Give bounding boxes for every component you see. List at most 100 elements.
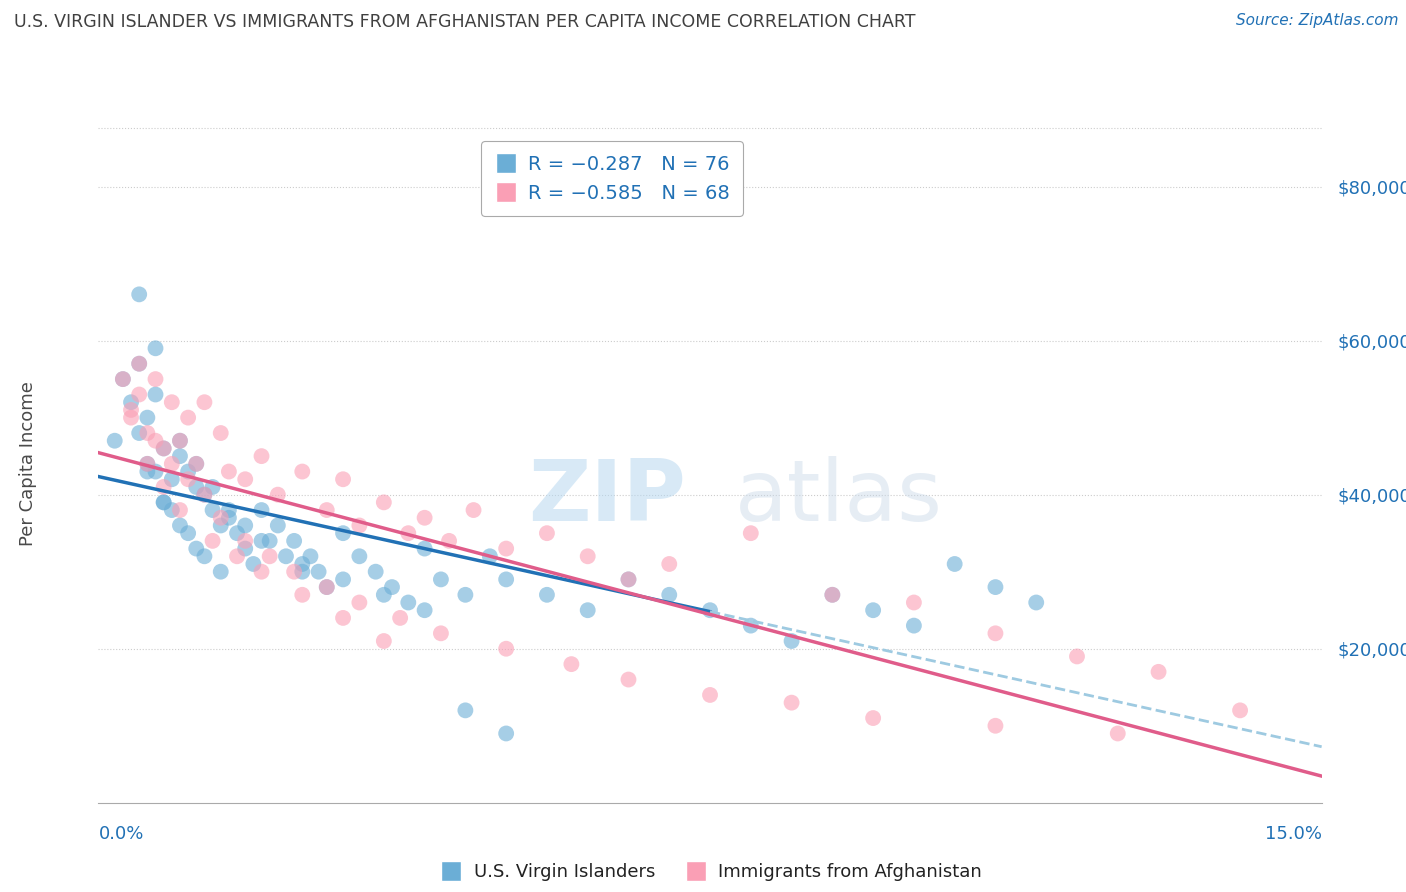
Text: U.S. VIRGIN ISLANDER VS IMMIGRANTS FROM AFGHANISTAN PER CAPITA INCOME CORRELATIO: U.S. VIRGIN ISLANDER VS IMMIGRANTS FROM … bbox=[14, 13, 915, 31]
Point bbox=[454, 703, 477, 717]
Point bbox=[160, 457, 183, 471]
Point bbox=[267, 488, 290, 502]
Point bbox=[699, 688, 721, 702]
Point bbox=[136, 457, 159, 471]
Point bbox=[218, 465, 240, 479]
Point bbox=[193, 395, 215, 409]
Point bbox=[862, 603, 884, 617]
Point bbox=[1147, 665, 1170, 679]
Point bbox=[209, 510, 232, 524]
Point bbox=[152, 442, 174, 456]
Point bbox=[233, 541, 256, 556]
Point bbox=[315, 580, 337, 594]
Point bbox=[250, 503, 273, 517]
Point bbox=[396, 526, 419, 541]
Point bbox=[226, 549, 249, 564]
Point bbox=[193, 488, 215, 502]
Point bbox=[478, 549, 501, 564]
Point bbox=[233, 472, 256, 486]
Point bbox=[152, 442, 174, 456]
Point bbox=[1229, 703, 1251, 717]
Point bbox=[315, 580, 337, 594]
Point bbox=[821, 588, 844, 602]
Point bbox=[291, 557, 314, 571]
Point bbox=[136, 425, 159, 440]
Point bbox=[120, 410, 142, 425]
Point bbox=[201, 503, 224, 517]
Point bbox=[218, 510, 240, 524]
Text: Per Capita Income: Per Capita Income bbox=[20, 382, 37, 546]
Point bbox=[177, 410, 200, 425]
Point bbox=[373, 634, 395, 648]
Point bbox=[128, 425, 150, 440]
Point bbox=[536, 588, 558, 602]
Point bbox=[495, 541, 517, 556]
Point bbox=[267, 518, 290, 533]
Point bbox=[984, 719, 1007, 733]
Point bbox=[454, 588, 477, 602]
Point bbox=[177, 526, 200, 541]
Point bbox=[193, 549, 215, 564]
Point bbox=[291, 465, 314, 479]
Point bbox=[120, 403, 142, 417]
Point bbox=[152, 495, 174, 509]
Legend: U.S. Virgin Islanders, Immigrants from Afghanistan: U.S. Virgin Islanders, Immigrants from A… bbox=[430, 856, 990, 888]
Text: 0.0%: 0.0% bbox=[98, 825, 143, 843]
Point bbox=[903, 618, 925, 632]
Point bbox=[984, 580, 1007, 594]
Point bbox=[413, 541, 436, 556]
Point bbox=[332, 526, 354, 541]
Point bbox=[413, 510, 436, 524]
Point bbox=[560, 657, 582, 672]
Point bbox=[250, 533, 273, 548]
Point bbox=[186, 541, 208, 556]
Point bbox=[463, 503, 485, 517]
Point bbox=[145, 387, 167, 401]
Point bbox=[291, 565, 314, 579]
Point bbox=[169, 518, 191, 533]
Point bbox=[396, 595, 419, 609]
Point bbox=[332, 472, 354, 486]
Point bbox=[821, 588, 844, 602]
Point bbox=[209, 518, 232, 533]
Point bbox=[495, 573, 517, 587]
Point bbox=[381, 580, 404, 594]
Point bbox=[780, 634, 803, 648]
Point bbox=[349, 549, 371, 564]
Point bbox=[104, 434, 127, 448]
Point bbox=[152, 495, 174, 509]
Point bbox=[658, 557, 681, 571]
Point bbox=[332, 573, 354, 587]
Point bbox=[984, 626, 1007, 640]
Point bbox=[186, 480, 208, 494]
Point bbox=[152, 480, 174, 494]
Point bbox=[308, 565, 330, 579]
Point bbox=[128, 357, 150, 371]
Point bbox=[536, 526, 558, 541]
Point bbox=[349, 595, 371, 609]
Point bbox=[299, 549, 322, 564]
Point bbox=[120, 395, 142, 409]
Point bbox=[169, 434, 191, 448]
Text: atlas: atlas bbox=[734, 456, 942, 540]
Point bbox=[259, 533, 281, 548]
Point bbox=[128, 387, 150, 401]
Point bbox=[349, 518, 371, 533]
Point bbox=[201, 480, 224, 494]
Point bbox=[413, 603, 436, 617]
Point bbox=[1066, 649, 1088, 664]
Point bbox=[209, 425, 232, 440]
Point bbox=[136, 465, 159, 479]
Point bbox=[160, 503, 183, 517]
Point bbox=[373, 588, 395, 602]
Point bbox=[169, 503, 191, 517]
Text: Source: ZipAtlas.com: Source: ZipAtlas.com bbox=[1236, 13, 1399, 29]
Point bbox=[576, 549, 599, 564]
Point bbox=[242, 557, 264, 571]
Point bbox=[128, 357, 150, 371]
Point bbox=[495, 726, 517, 740]
Point bbox=[169, 449, 191, 463]
Point bbox=[780, 696, 803, 710]
Point bbox=[193, 488, 215, 502]
Point bbox=[160, 472, 183, 486]
